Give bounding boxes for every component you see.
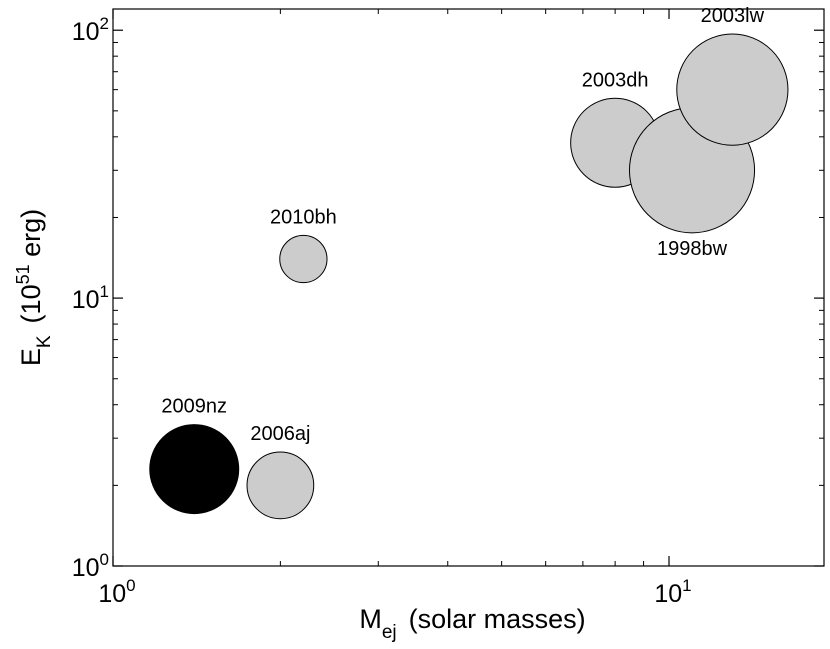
y-tick-label: 100 xyxy=(72,550,109,582)
x-axis-label: Mej (solar masses) xyxy=(359,604,585,643)
y-tick-label: 102 xyxy=(72,14,109,46)
y-tick-label: 101 xyxy=(72,282,109,314)
y-tick-label-exponent: 0 xyxy=(100,550,109,569)
y-axis-label-sub: K xyxy=(34,335,55,348)
x-tick-label-exponent: 1 xyxy=(682,576,691,595)
plot-frame xyxy=(112,8,825,567)
x-tick-label-exponent: 0 xyxy=(126,576,135,595)
point-label-1998bw: 1998bw xyxy=(657,238,728,260)
x-axis-label-sub: ej xyxy=(382,622,397,643)
bubble-2010bh xyxy=(279,234,328,284)
point-2010bh: 2010bh xyxy=(270,206,337,284)
minor-ticks xyxy=(113,9,824,566)
y-tick-label-exponent: 1 xyxy=(100,282,109,301)
point-2003lw: 2003lw xyxy=(676,5,789,146)
y-axis-label-group: EK (1051 erg) xyxy=(13,209,55,366)
x-tick-label-base: 10 xyxy=(98,580,126,608)
y-axis-label-main: E xyxy=(16,348,46,366)
x-tick-label: 101 xyxy=(654,576,691,608)
point-2009nz: 2009nz xyxy=(149,396,240,515)
point-2006aj: 2006aj xyxy=(246,423,315,520)
y-axis-label: EK (1051 erg) xyxy=(13,209,55,366)
x-axis-label-rest: (solar masses) xyxy=(409,604,586,634)
bubble-2006aj xyxy=(246,451,315,520)
bubble-2003lw xyxy=(676,33,789,146)
point-label-2009nz: 2009nz xyxy=(161,396,227,418)
y-axis-label-rest: erg) xyxy=(16,209,46,265)
point-label-2006aj: 2006aj xyxy=(250,423,310,445)
x-tick-label: 100 xyxy=(98,576,135,608)
x-axis-label-main: M xyxy=(359,604,382,634)
bubble-2009nz xyxy=(149,424,240,515)
data-points: 2009nz 2006aj 2010bh 2003dh 1998bw 2003lw xyxy=(149,5,789,520)
point-label-2003dh: 2003dh xyxy=(582,69,649,91)
x-tick-label-base: 10 xyxy=(654,580,682,608)
point-label-2010bh: 2010bh xyxy=(270,206,337,228)
y-axis-label-paren: (10 xyxy=(16,284,46,323)
y-tick-label-base: 10 xyxy=(72,18,100,46)
y-tick-label-base: 10 xyxy=(72,554,100,582)
major-ticks xyxy=(112,9,824,567)
y-axis-label-sup: 51 xyxy=(13,264,33,284)
point-label-2003lw: 2003lw xyxy=(701,5,765,27)
y-tick-label-base: 10 xyxy=(72,286,100,314)
y-tick-label-exponent: 2 xyxy=(100,14,109,33)
